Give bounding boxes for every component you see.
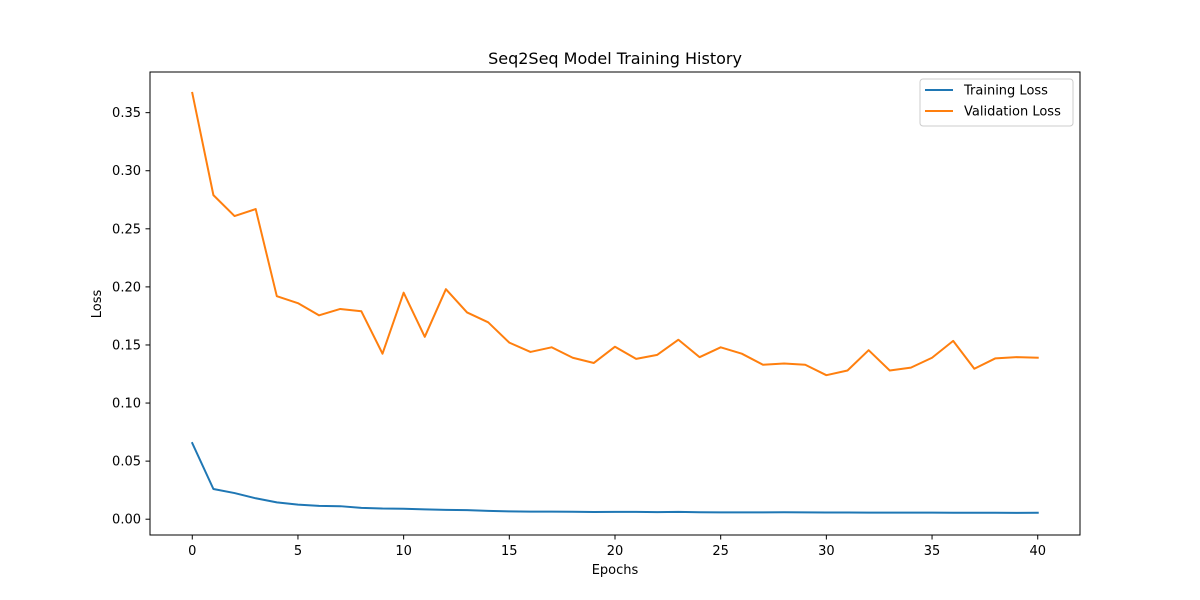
y-tick-label: 0.10 (112, 397, 141, 412)
x-tick-label: 15 (501, 544, 518, 559)
legend-label-validation-loss: Validation Loss (964, 105, 1061, 120)
y-axis-label: Loss (90, 290, 105, 319)
x-tick-label: 25 (712, 544, 729, 559)
plot-area (190, 91, 1039, 514)
legend-label-training-loss: Training Loss (963, 84, 1048, 99)
x-tick-label: 5 (294, 544, 302, 559)
series-line-validation-loss (191, 91, 1039, 377)
chart-title: Seq2Seq Model Training History (488, 49, 742, 68)
y-tick-label: 0.20 (112, 280, 141, 295)
x-tick-label: 0 (188, 544, 196, 559)
legend-box (919, 78, 1074, 127)
axes: 0 5 10 15 20 25 30 35 40 0.00 0.05 0.10 0.15 0.20 0.25… (112, 71, 1081, 559)
legend: Training Loss Validation Loss (919, 78, 1074, 127)
plot-frame (149, 71, 1081, 536)
y-tick-label: 0.35 (112, 106, 141, 121)
x-tick-label: 30 (818, 544, 835, 559)
x-axis-label: Epochs (592, 563, 639, 578)
y-tick-label: 0.15 (112, 338, 141, 353)
y-tick-label: 0.30 (112, 164, 141, 179)
x-tick-label: 20 (607, 544, 624, 559)
y-tick-label: 0.25 (112, 222, 141, 237)
y-tick-label: 0.05 (112, 455, 141, 470)
x-tick-label: 35 (924, 544, 941, 559)
series-line-training-loss (190, 441, 1039, 514)
y-tick-label: 0.00 (112, 513, 141, 528)
x-tick-label: 10 (395, 544, 412, 559)
x-tick-label: 40 (1029, 544, 1046, 559)
